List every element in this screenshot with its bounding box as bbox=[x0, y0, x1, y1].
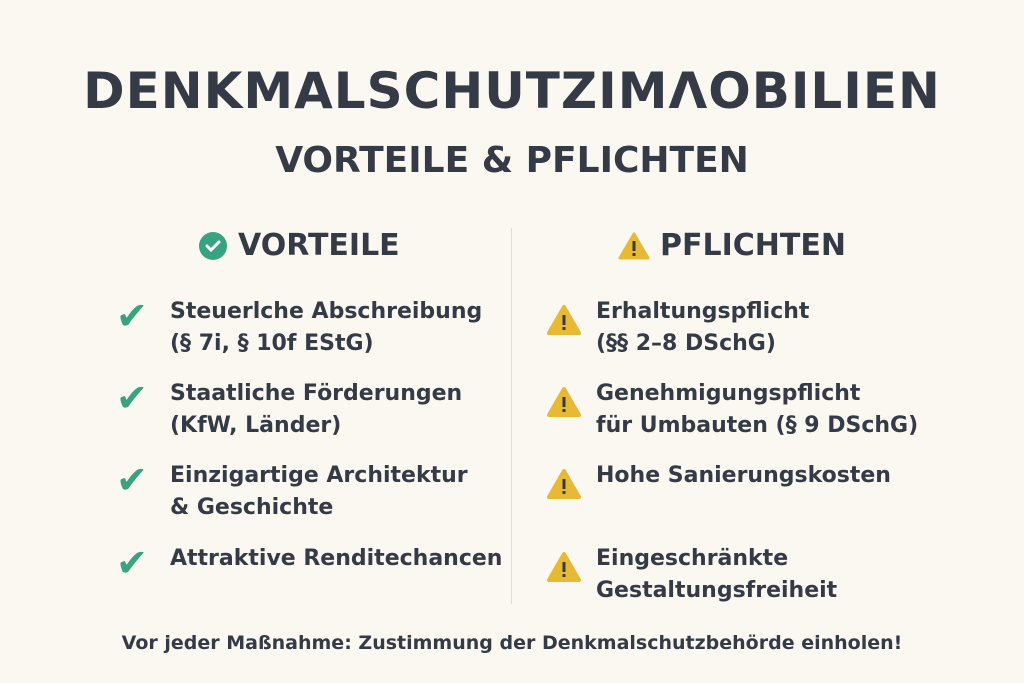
pflichten-item: Erhaltungspflicht (§§ 2–8 DSchG) bbox=[546, 296, 809, 360]
page-title: DENKMALSCHUTZIMΛOBILIEN bbox=[83, 62, 941, 120]
column-divider bbox=[511, 228, 512, 604]
item-text: Hohe Sanierungskosten bbox=[596, 463, 891, 488]
item-text: Steuerlche Abschreibung bbox=[170, 299, 483, 324]
pflichten-item: Hohe Sanierungskosten bbox=[546, 460, 891, 510]
checkmark-icon: ✔ bbox=[116, 294, 148, 338]
pflichten-heading-label: PFLICHTEN bbox=[660, 228, 846, 263]
warning-icon bbox=[546, 468, 582, 510]
warning-icon bbox=[618, 232, 650, 259]
pflichten-item: Eingeschränkte Gestaltungsfreiheit bbox=[546, 543, 837, 607]
item-text: (§§ 2–8 DSchG) bbox=[596, 331, 776, 356]
checkmark-icon: ✔ bbox=[116, 376, 148, 420]
check-circle-icon bbox=[199, 231, 227, 260]
item-text: (§ 7i, § 10f EStG) bbox=[170, 331, 374, 356]
item-text: Attraktive Renditechancen bbox=[170, 546, 503, 571]
item-text: Gestaltungsfreiheit bbox=[596, 578, 838, 603]
item-text: (KfW, Länder) bbox=[170, 413, 342, 438]
warning-icon bbox=[546, 304, 582, 360]
vorteile-heading: VORTEILE bbox=[198, 228, 400, 263]
vorteile-item: ✔ Attraktive Renditechancen bbox=[116, 543, 502, 583]
vorteile-item: ✔ Steuerlche Abschreibung (§ 7i, § 10f ESt… bbox=[116, 296, 482, 360]
item-text: Eingeschränkte bbox=[596, 546, 789, 571]
warning-icon bbox=[546, 386, 582, 442]
vorteile-item: ✔ Einzigartige Architektur & Geschichte bbox=[116, 460, 468, 524]
pflichten-item: Genehmigungspflicht für Umbauten (§ 9 DSc… bbox=[546, 378, 918, 442]
item-text: Erhaltungspflicht bbox=[596, 299, 810, 324]
footer-note: Vor jeder Maßnahme: Zustimmung der Denkm… bbox=[121, 632, 903, 654]
item-text: Staatliche Förderungen bbox=[170, 381, 463, 406]
vorteile-heading-label: VORTEILE bbox=[238, 228, 400, 263]
item-text: Einzigartige Architektur bbox=[170, 463, 468, 488]
checkmark-icon: ✔ bbox=[116, 541, 148, 585]
item-text: für Umbauten (§ 9 DSchG) bbox=[596, 413, 919, 438]
warning-icon bbox=[546, 551, 582, 607]
pflichten-heading: PFLICHTEN bbox=[618, 228, 846, 263]
item-text: & Geschichte bbox=[170, 495, 334, 520]
item-text: Genehmigungspflicht bbox=[596, 381, 861, 406]
checkmark-icon: ✔ bbox=[116, 458, 148, 502]
page-subtitle: VORTEILE & PFLICHTEN bbox=[275, 140, 749, 181]
vorteile-item: ✔ Staatliche Förderungen (KfW, Länder) bbox=[116, 378, 462, 442]
